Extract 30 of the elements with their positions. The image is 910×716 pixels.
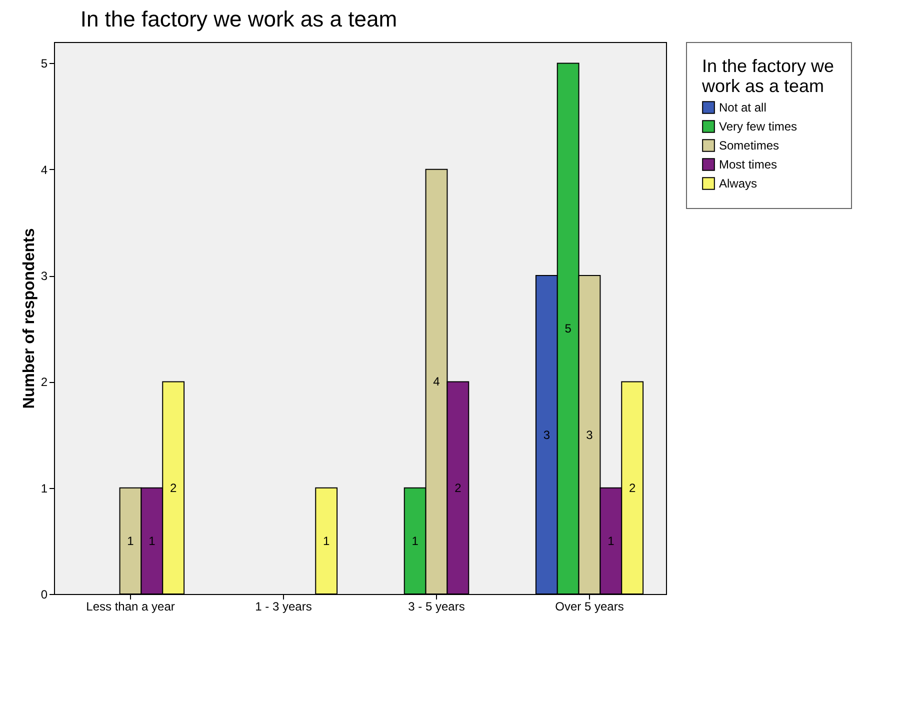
data-label: 1 xyxy=(412,534,419,548)
data-label: 3 xyxy=(543,428,550,442)
data-label: 1 xyxy=(127,534,134,548)
data-label: 3 xyxy=(586,428,594,442)
legend-label: Sometimes xyxy=(719,138,780,152)
x-tick-label: Over 5 years xyxy=(555,600,624,614)
y-tick-label: 4 xyxy=(40,162,48,177)
x-tick-label: 1 - 3 years xyxy=(255,600,312,614)
y-tick-label: 5 xyxy=(40,56,48,71)
y-tick-label: 3 xyxy=(40,269,48,284)
y-axis-title: Number of respondents xyxy=(20,228,38,409)
data-label: 4 xyxy=(433,374,440,389)
legend-title: In the factory we work as a team xyxy=(701,56,834,96)
y-tick-label: 1 xyxy=(40,481,48,496)
data-label: 1 xyxy=(148,534,156,548)
data-label: 2 xyxy=(454,480,462,495)
legend-label: Not at all xyxy=(719,100,766,114)
y-tick-label: 0 xyxy=(40,588,48,602)
data-label: 5 xyxy=(564,322,572,336)
data-label: 2 xyxy=(628,480,636,495)
y-tick-label: 2 xyxy=(40,375,48,390)
data-label: 1 xyxy=(608,534,615,548)
x-tick-label: 3 - 5 years xyxy=(408,600,465,614)
legend-label: Most times xyxy=(719,158,778,172)
chart-title: In the factory we work as a team xyxy=(80,6,398,32)
data-label: 1 xyxy=(322,534,330,548)
x-tick-label: Less than a year xyxy=(86,600,175,614)
legend-label: Very few times xyxy=(719,120,798,134)
legend-label: Always xyxy=(719,176,758,190)
data-label: 2 xyxy=(170,480,177,495)
